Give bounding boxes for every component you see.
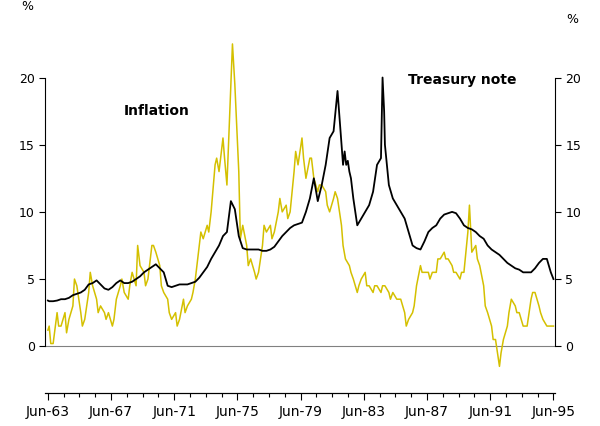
- Text: Treasury note: Treasury note: [408, 73, 517, 87]
- Y-axis label: %: %: [22, 0, 34, 13]
- Y-axis label: %: %: [566, 13, 578, 26]
- Text: Inflation: Inflation: [124, 104, 190, 118]
